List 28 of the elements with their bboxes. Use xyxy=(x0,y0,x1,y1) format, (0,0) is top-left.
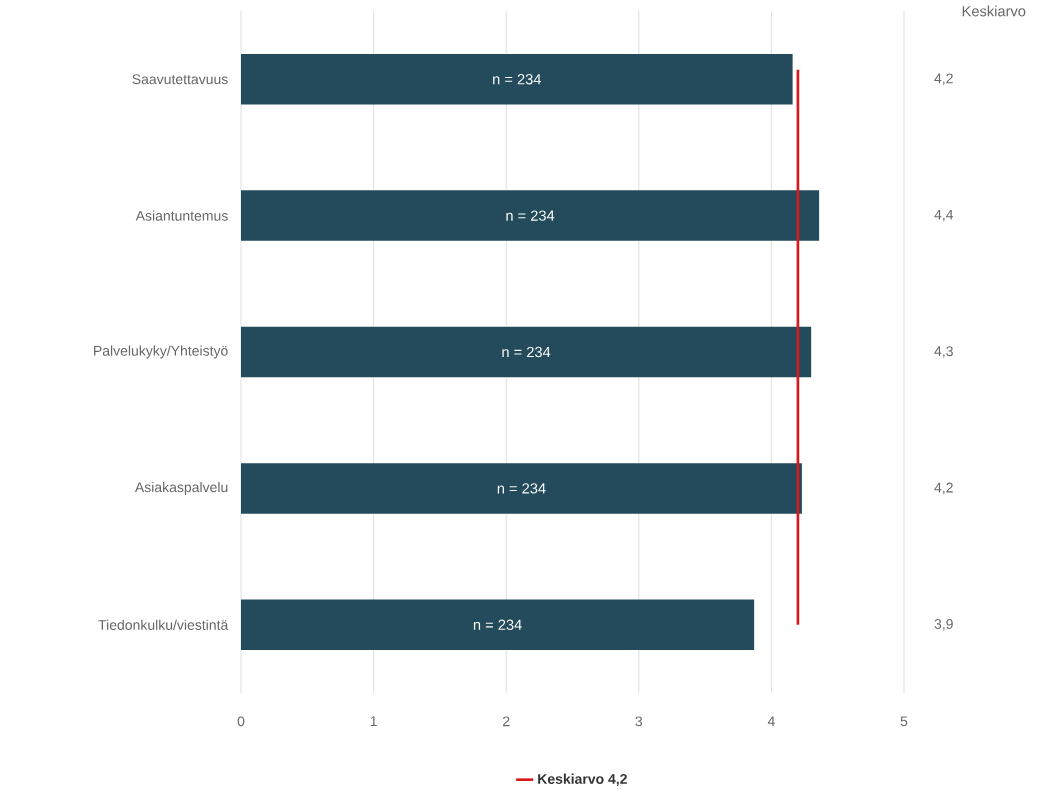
data-label: 4,2 xyxy=(934,482,953,495)
annotation: n = 234 xyxy=(497,483,546,494)
annotation: n = 234 xyxy=(493,74,542,85)
data-label: 4,2 xyxy=(934,73,953,85)
x-tick-label: 1 xyxy=(370,716,377,726)
x-tick-label: 3 xyxy=(635,716,643,727)
data-label: 4,3 xyxy=(934,346,953,358)
x-tick-label: 4 xyxy=(767,716,775,726)
data-label: 3,9 xyxy=(934,619,953,631)
bar xyxy=(241,463,802,514)
legend-label: Keskiarvo 4,2 xyxy=(538,773,627,786)
x-tick-label: 2 xyxy=(503,716,510,727)
bar xyxy=(241,190,820,241)
bar xyxy=(241,599,755,651)
bar xyxy=(241,326,812,378)
y-tick-label: Asiakaspalvelu xyxy=(134,481,228,495)
data-label: 4,4 xyxy=(934,209,954,222)
annotation: n = 234 xyxy=(502,346,551,358)
annotation: n = 234 xyxy=(506,210,555,221)
text: Keskiarvo xyxy=(962,5,1026,17)
y-tick-label: Asiantuntemus xyxy=(135,210,228,221)
y-tick-label: Tiedonkulku/viestintä xyxy=(98,619,229,630)
y-tick-label: Palvelukyky/Yhteistyö xyxy=(94,345,228,359)
x-tick-label: 0 xyxy=(237,716,245,727)
x-tick-label: 5 xyxy=(900,716,908,727)
bar xyxy=(241,53,793,105)
annotation: n = 234 xyxy=(473,619,522,630)
y-tick-label: Saavutettavuus xyxy=(132,74,228,85)
